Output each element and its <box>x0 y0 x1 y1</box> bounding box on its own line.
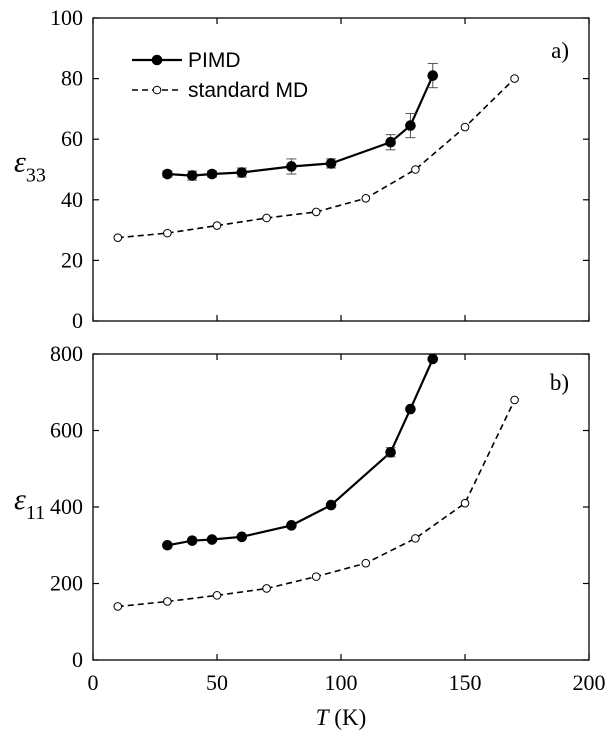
pimd-point <box>286 520 297 531</box>
x-axis-label: T (K) <box>316 705 366 730</box>
x-tick-label: 150 <box>449 670 482 695</box>
md-point <box>460 122 470 132</box>
pimd-point <box>236 167 248 178</box>
md-point <box>212 591 222 600</box>
md-point <box>212 221 222 230</box>
md-point <box>113 233 123 242</box>
md-point <box>411 165 420 174</box>
y-tick-label: 800 <box>50 341 83 366</box>
y-tick-label: 100 <box>50 5 83 30</box>
x-tick-label: 200 <box>573 670 606 695</box>
md-point <box>411 534 420 543</box>
y-axis-label: ε11 <box>14 483 45 524</box>
md-point <box>311 207 321 217</box>
y-tick-label: 200 <box>50 571 83 596</box>
y-tick-label: 0 <box>72 308 83 333</box>
panel-label: b) <box>550 370 569 395</box>
x-axis-unit: (K) <box>329 705 367 730</box>
panel-label: a) <box>551 38 569 63</box>
pimd-point <box>186 535 198 546</box>
md-point <box>262 584 271 593</box>
pimd-point <box>385 447 396 458</box>
y-tick-label: 80 <box>61 66 83 91</box>
y-tick-label: 600 <box>50 418 83 443</box>
pimd-point <box>325 158 337 169</box>
pimd-point <box>385 136 396 148</box>
pimd-point <box>427 70 439 81</box>
md-point <box>361 193 371 203</box>
legend-label: PIMD <box>188 49 241 72</box>
pimd-point <box>206 168 218 180</box>
y-tick-label: 60 <box>61 126 83 151</box>
md-point <box>460 498 470 508</box>
md-point <box>510 395 519 405</box>
pimd-point <box>206 534 218 545</box>
panel-b: 0 200 400 600 800 0 50 100 150 200 ε11 T (K) b) <box>14 341 606 730</box>
md-point <box>163 597 172 606</box>
pimd-point <box>162 168 173 180</box>
x-tick-label: 100 <box>325 670 358 695</box>
pimd-point <box>186 170 198 181</box>
pimd-point <box>286 161 297 172</box>
panel-a: 0 20 40 60 80 100 ε33 a) PIMD standard MD <box>14 5 590 333</box>
y-axis-subscript: 33 <box>26 165 46 187</box>
pimd-point <box>236 531 248 543</box>
pimd-point <box>427 353 439 365</box>
md-point <box>311 572 321 581</box>
y-axis-label: ε33 <box>14 146 46 187</box>
md-point <box>113 602 123 611</box>
y-axis-symbol: ε <box>14 146 26 179</box>
y-axis-symbol: ε <box>14 483 26 516</box>
pimd-point <box>405 403 416 415</box>
y-axis-subscript: 11 <box>26 502 45 524</box>
y-tick-label: 0 <box>72 647 83 672</box>
legend-label: standard MD <box>188 79 308 102</box>
pimd-point <box>162 539 173 551</box>
x-tick-label: 0 <box>88 670 99 695</box>
legend: PIMD standard MD <box>132 49 308 102</box>
x-axis-symbol: T <box>316 705 331 730</box>
pimd-point <box>325 499 337 511</box>
pimd-point <box>405 120 416 131</box>
md-point <box>510 74 519 83</box>
y-tick-label: 40 <box>61 187 83 212</box>
legend-marker <box>152 85 162 95</box>
legend-marker <box>151 54 163 66</box>
md-point <box>163 228 172 238</box>
y-tick-label: 20 <box>61 247 83 272</box>
x-tick-label: 50 <box>206 670 228 695</box>
y-tick-label: 400 <box>50 494 83 519</box>
md-point <box>262 213 271 223</box>
md-point <box>361 558 371 568</box>
